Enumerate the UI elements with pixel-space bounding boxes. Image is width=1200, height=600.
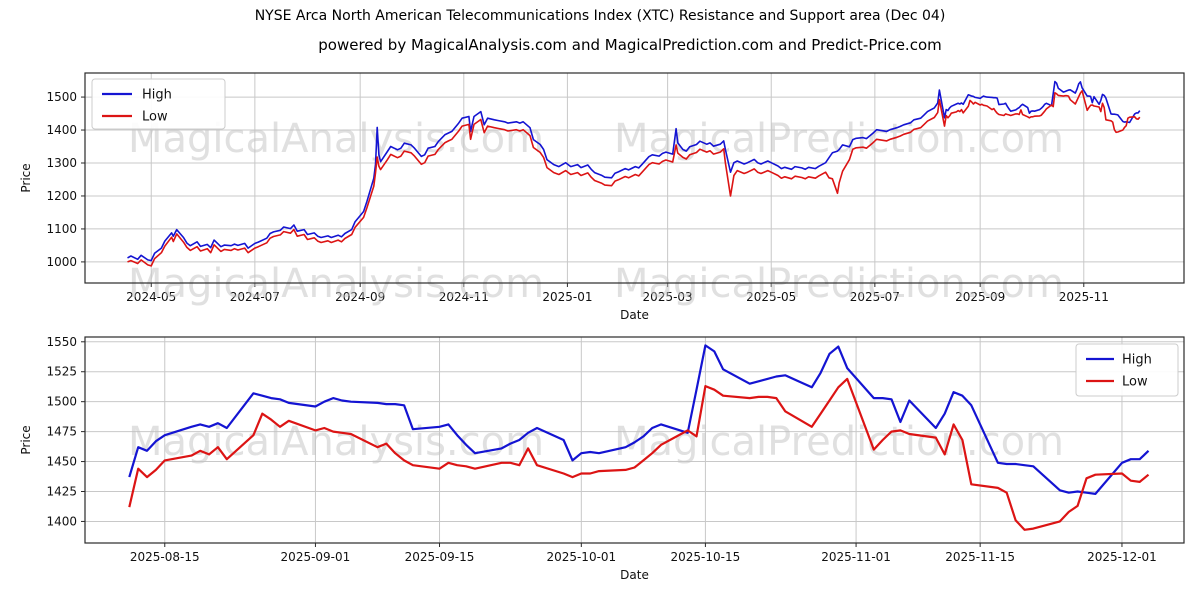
x-tick-label: 2025-11-01: [821, 550, 891, 564]
y-axis-label: Price: [19, 425, 33, 454]
y-tick-label: 1525: [46, 365, 77, 379]
legend-label-low: Low: [1122, 375, 1148, 390]
y-tick-label: 1200: [46, 189, 77, 203]
x-tick-label: 2025-12-01: [1087, 550, 1157, 564]
watermark: MagicalPrediction.com: [614, 116, 1064, 162]
y-tick-label: 1500: [46, 90, 77, 104]
high-line: [128, 344, 1150, 495]
x-tick-label: 2025-10-15: [671, 550, 741, 564]
watermark: MagicalPrediction.com: [614, 261, 1064, 307]
low-line: [127, 89, 1141, 267]
bottom-chart: 1400 1425 1450 1475 1500 1525 1550 2025-08-15 20…: [19, 335, 1185, 582]
y-tick-label: 1400: [46, 123, 77, 137]
legend-label-high: High: [1122, 353, 1152, 368]
y-tick-label: 1425: [46, 485, 77, 499]
y-tick-label: 1550: [46, 335, 77, 349]
watermark: MagicalAnalysis.com: [128, 419, 544, 465]
x-tick-label: 2025-09: [955, 290, 1005, 304]
x-tick-label: 2025-08-15: [130, 550, 200, 564]
x-tick-label: 2024-05: [126, 290, 176, 304]
x-tick-label: 2025-11: [1059, 290, 1109, 304]
y-tick-label: 1100: [46, 222, 77, 236]
watermark: MagicalAnalysis.com: [128, 261, 544, 307]
y-axis-label: Price: [19, 163, 33, 192]
x-tick-label: 2024-11: [439, 290, 489, 304]
x-axis-label: Date: [620, 308, 649, 322]
x-tick-label: 2024-07: [230, 290, 280, 304]
x-tick-label: 2025-07: [850, 290, 900, 304]
x-tick-label: 2025-01: [542, 290, 592, 304]
x-tick-label: 2025-03: [643, 290, 693, 304]
chart-title: NYSE Arca North American Telecommunicati…: [254, 8, 946, 24]
high-line: [127, 80, 1141, 262]
chart-subtitle: powered by MagicalAnalysis.com and Magic…: [318, 36, 942, 54]
y-tick-label: 1300: [46, 156, 77, 170]
y-tick-label: 1400: [46, 514, 77, 528]
legend-label-low: Low: [142, 110, 168, 125]
y-tick-label: 1000: [46, 255, 77, 269]
x-tick-label: 2025-09-01: [281, 550, 351, 564]
x-tick-label: 2025-10-01: [546, 550, 616, 564]
y-tick-label: 1475: [46, 425, 77, 439]
low-line: [128, 377, 1150, 531]
x-tick-label: 2025-09-15: [405, 550, 475, 564]
y-tick-label: 1500: [46, 395, 77, 409]
axes-frame: [84, 336, 1185, 544]
axes-frame: [84, 72, 1185, 284]
top-chart: 1000 1100 1200 1300 1400 1500 2024-05 2024-07 20…: [19, 72, 1185, 322]
x-tick-label: 2025-11-15: [945, 550, 1015, 564]
legend: [1075, 343, 1179, 397]
x-tick-label: 2024-09: [335, 290, 385, 304]
x-axis-label: Date: [620, 568, 649, 582]
y-tick-label: 1450: [46, 455, 77, 469]
x-tick-label: 2025-05: [746, 290, 796, 304]
legend-label-high: High: [142, 88, 172, 103]
